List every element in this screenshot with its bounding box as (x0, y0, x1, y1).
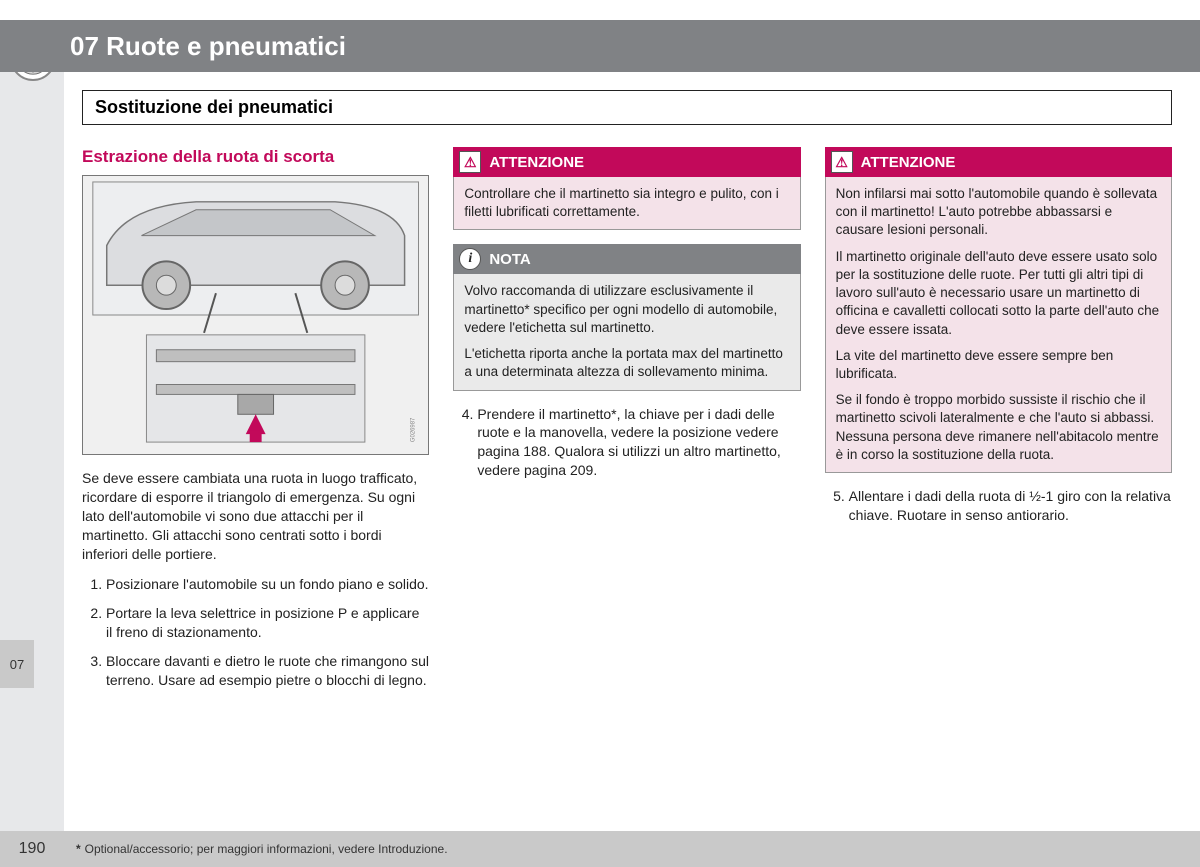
footnote-star: * (76, 842, 81, 856)
warning-callout-2: ⚠ ATTENZIONE Non infilarsi mai sotto l'a… (825, 147, 1172, 473)
warning-1-text: Controllare che il martinetto sia integr… (464, 185, 789, 221)
note-callout: i NOTA Volvo raccomanda di utilizzare es… (453, 244, 800, 390)
note-label: NOTA (489, 251, 530, 268)
warning-header-2: ⚠ ATTENZIONE (825, 147, 1172, 177)
warning-label-2: ATTENZIONE (861, 154, 956, 171)
footer-bar: * Optional/accessorio; per maggiori info… (64, 831, 1200, 867)
chapter-banner: 07 Ruote e pneumatici (0, 20, 1200, 72)
page-number: 190 (0, 831, 64, 867)
warn2-p1: Non infilarsi mai sotto l'automobile qua… (836, 185, 1161, 240)
warning-icon: ⚠ (459, 151, 481, 173)
step-5-list: Allentare i dadi della ruota di ½-1 giro… (825, 487, 1172, 525)
warning-label: ATTENZIONE (489, 154, 584, 171)
step-1: Posizionare l'automobile su un fondo pia… (106, 575, 429, 594)
col1-heading: Estrazione della ruota di scorta (82, 147, 429, 167)
step-4: Prendere il martinetto*, la chiave per i… (477, 405, 800, 481)
chapter-tab: 07 (0, 640, 34, 688)
warning-header: ⚠ ATTENZIONE (453, 147, 800, 177)
jack-point-figure: G026987 (82, 175, 429, 455)
warning-body-1: Controllare che il martinetto sia integr… (453, 177, 800, 230)
section-title: Sostituzione dei pneumatici (82, 90, 1172, 125)
chapter-number: 07 (70, 31, 99, 61)
column-1: Estrazione della ruota di scorta (82, 147, 429, 700)
note-p1: Volvo raccomanda di utilizzare esclusiva… (464, 282, 789, 337)
warning-body-2: Non infilarsi mai sotto l'automobile qua… (825, 177, 1172, 473)
info-icon: i (459, 248, 481, 270)
step-2: Portare la leva selettrice in posizione … (106, 604, 429, 642)
note-header: i NOTA (453, 244, 800, 274)
note-p2: L'etichetta riporta anche la portata max… (464, 345, 789, 381)
figure-code-text: G026987 (411, 418, 417, 442)
main-content: Sostituzione dei pneumatici Estrazione d… (64, 72, 1200, 700)
column-2: ⚠ ATTENZIONE Controllare che il martinet… (453, 147, 800, 700)
warn2-p4: Se il fondo è troppo morbido sussiste il… (836, 391, 1161, 464)
step-5: Allentare i dadi della ruota di ½-1 giro… (849, 487, 1172, 525)
warn2-p2: Il martinetto originale dell'auto deve e… (836, 248, 1161, 339)
warn2-p3: La vite del martinetto deve essere sempr… (836, 347, 1161, 383)
warning-callout-1: ⚠ ATTENZIONE Controllare che il martinet… (453, 147, 800, 230)
warning-icon: ⚠ (831, 151, 853, 173)
note-body: Volvo raccomanda di utilizzare esclusiva… (453, 274, 800, 390)
step-4-list: Prendere il martinetto*, la chiave per i… (453, 405, 800, 481)
steps-1-3: Posizionare l'automobile su un fondo pia… (82, 575, 429, 689)
footer-text: Optional/accessorio; per maggiori inform… (85, 842, 448, 856)
chapter-title: Ruote e pneumatici (106, 31, 346, 61)
columns: Estrazione della ruota di scorta (82, 147, 1172, 700)
column-3: ⚠ ATTENZIONE Non infilarsi mai sotto l'a… (825, 147, 1172, 700)
left-rail (0, 40, 64, 867)
col1-intro: Se deve essere cambiata una ruota in luo… (82, 469, 429, 563)
step-3: Bloccare davanti e dietro le ruote che r… (106, 652, 429, 690)
